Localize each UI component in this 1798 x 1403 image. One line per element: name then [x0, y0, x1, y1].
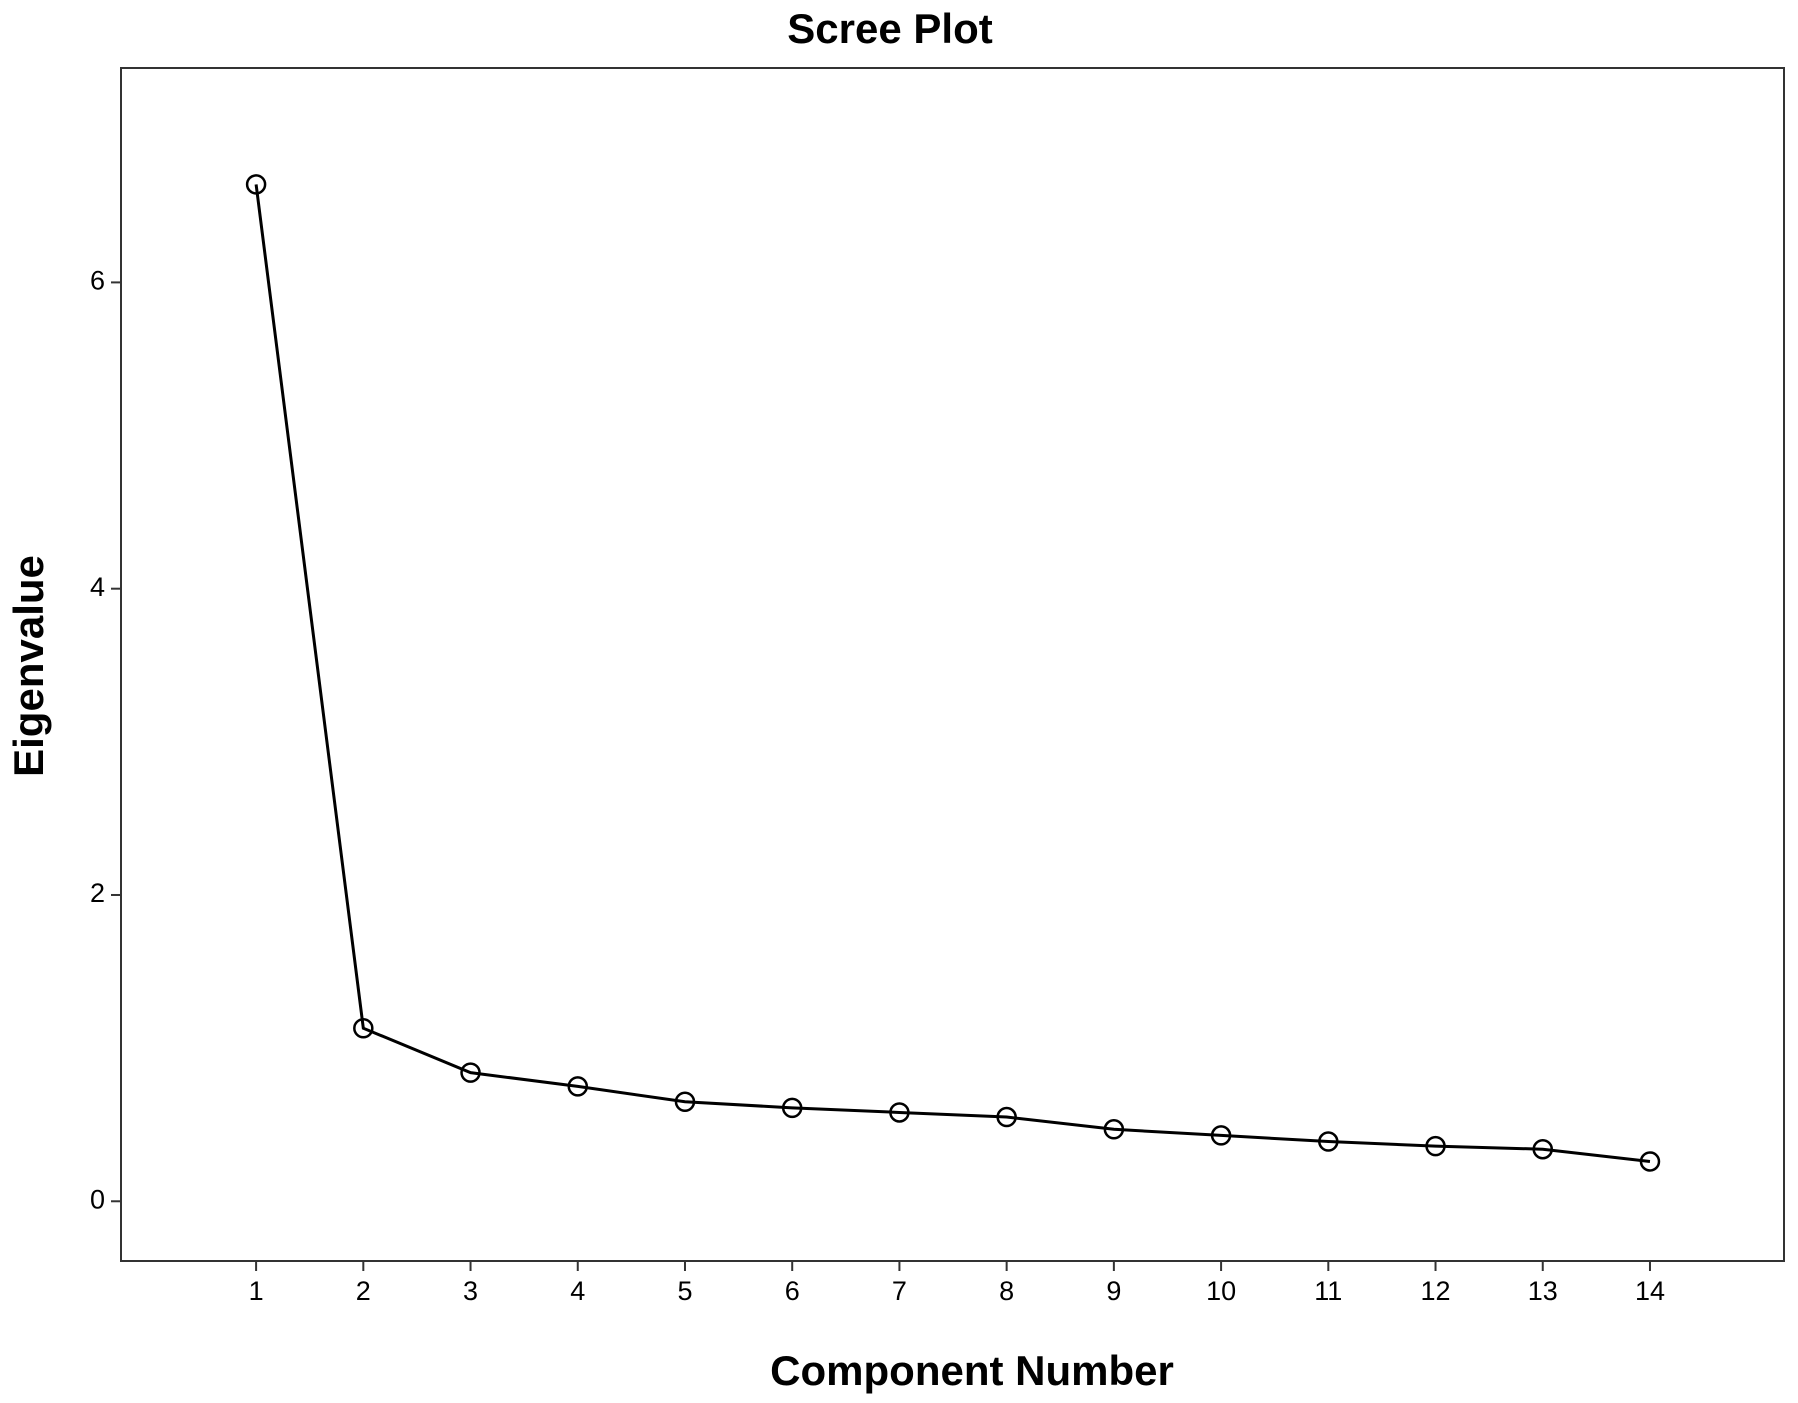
- y-tick-label: 6: [90, 266, 105, 296]
- x-tick-label: 14: [1635, 1276, 1665, 1306]
- marker: [781, 1097, 803, 1119]
- x-axis-label: Component Number: [770, 1347, 1174, 1394]
- y-tick-label: 4: [90, 572, 105, 602]
- x-tick-label: 2: [356, 1276, 371, 1306]
- marker: [1639, 1151, 1661, 1172]
- y-tick-label: 0: [90, 1184, 105, 1214]
- marker: [996, 1106, 1017, 1128]
- marker: [1425, 1135, 1446, 1157]
- x-tick-label: 10: [1206, 1276, 1236, 1306]
- x-tick-label: 9: [1106, 1276, 1121, 1306]
- x-tick-label: 7: [892, 1276, 907, 1306]
- chart-title: Scree Plot: [787, 5, 992, 52]
- marker: [353, 1017, 374, 1039]
- marker: [460, 1062, 481, 1083]
- y-tick-label: 2: [90, 878, 105, 908]
- x-tick-label: 11: [1314, 1276, 1342, 1306]
- y-axis-label: Eigenvalue: [5, 555, 52, 777]
- x-tick-label: 13: [1528, 1276, 1558, 1306]
- marker: [567, 1076, 589, 1097]
- marker: [1532, 1138, 1554, 1160]
- line: [254, 184, 1651, 1163]
- x-tick-label: 3: [463, 1276, 478, 1306]
- marker: [1210, 1125, 1232, 1146]
- marker: [1103, 1119, 1125, 1140]
- marker: [889, 1102, 910, 1123]
- x-tick-label: 6: [785, 1276, 800, 1306]
- plot-frame: [120, 67, 1785, 1262]
- x-tick-label: 8: [999, 1276, 1014, 1306]
- marker: [674, 1091, 696, 1112]
- x-tick-label: 1: [249, 1276, 264, 1306]
- marker: [245, 174, 267, 195]
- x-tick-label: 4: [570, 1276, 585, 1306]
- x-tick-label: 5: [677, 1276, 692, 1306]
- x-tick-label: 12: [1421, 1276, 1451, 1306]
- marker: [1318, 1131, 1339, 1152]
